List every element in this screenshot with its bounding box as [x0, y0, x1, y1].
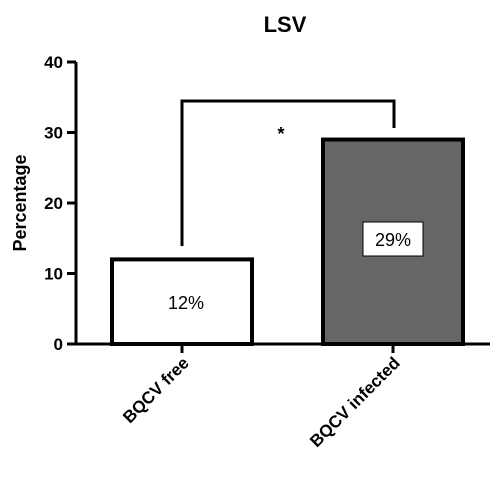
data-label: 12% [168, 293, 204, 313]
x-tick-label: BQCV infected [306, 353, 404, 451]
y-tick-label: 20 [44, 194, 63, 213]
y-tick-label: 40 [44, 53, 63, 72]
data-label-box [362, 221, 424, 257]
chart-title: LSV [264, 12, 307, 37]
significance-marker: * [277, 124, 284, 144]
plot-area: 0 10 20 30 40 BQCV free BQCV infected 12% 29% * [44, 53, 490, 451]
y-tick-label: 0 [54, 335, 63, 354]
y-axis-label: Percentage [10, 154, 30, 251]
y-tick-label: 10 [44, 265, 63, 284]
x-tick-label: BQCV free [119, 353, 193, 427]
y-tick-label: 30 [44, 124, 63, 143]
data-label: 29% [375, 230, 411, 250]
significance-bracket [180, 99, 396, 246]
